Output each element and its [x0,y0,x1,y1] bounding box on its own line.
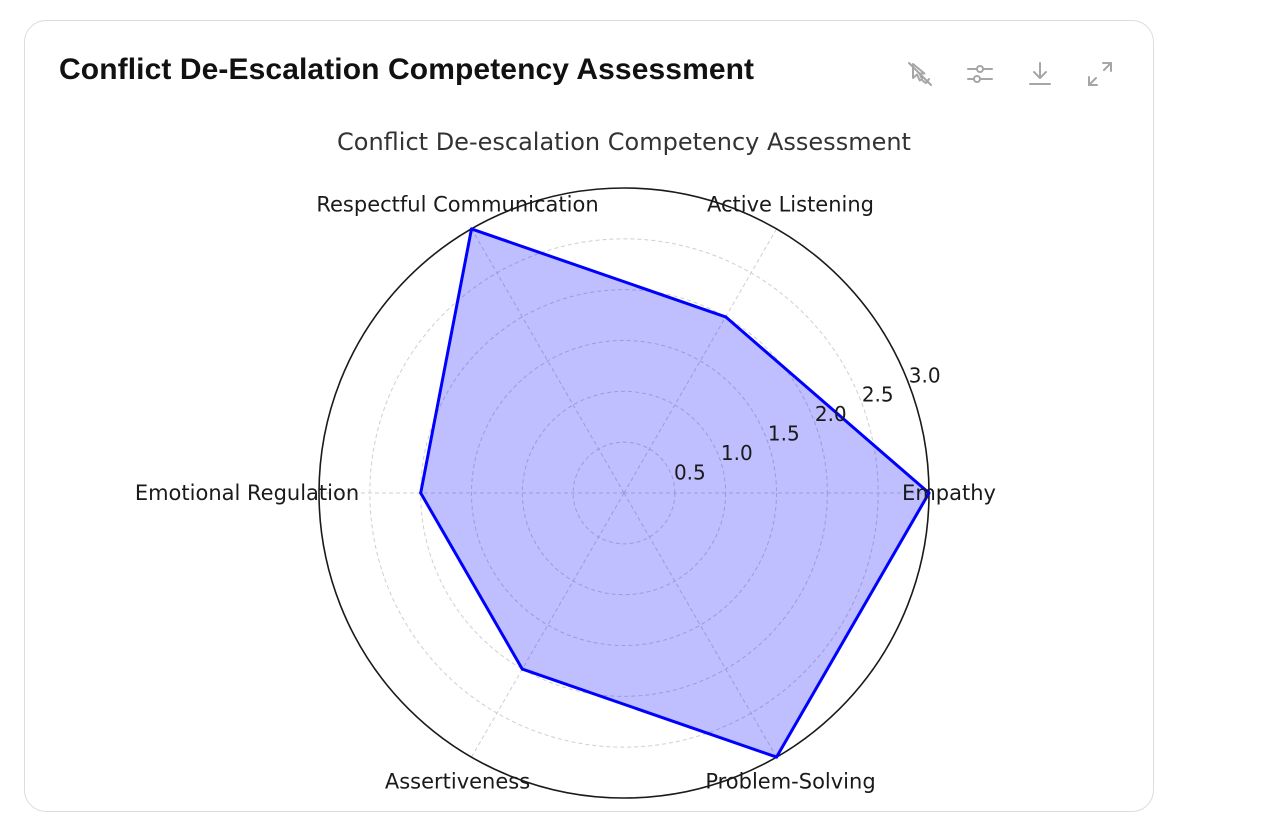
settings-button[interactable] [961,55,999,93]
grid-spoke [471,228,625,494]
data-point [927,491,931,495]
pan-off-button[interactable] [901,55,939,93]
data-point [520,667,524,671]
r-tick-label: 3.0 [909,363,941,387]
category-label: Active Listening [707,193,874,217]
category-label: Emotional Regulation [135,481,359,505]
series-area [420,228,929,758]
grid-spoke [623,228,777,494]
sliders-icon [967,65,993,83]
data-point [775,755,778,759]
r-tick-label: 2.5 [862,383,894,407]
chart-toolbar [901,55,1119,93]
download-button[interactable] [1021,55,1059,93]
grid-spoke [471,492,625,758]
chart-title: Conflict De-escalation Competency Assess… [337,128,911,156]
category-label: Empathy [902,481,996,505]
category-label: Problem-Solving [705,769,875,793]
r-tick-label: 1.5 [768,422,800,446]
r-tick-label: 0.5 [674,461,706,485]
r-tick-label: 2.0 [815,402,847,426]
pan-off-icon [908,62,932,86]
data-point [724,315,728,319]
data-point [470,227,473,231]
grid-circle [471,340,777,646]
category-label: Assertiveness [385,769,530,793]
category-label: Respectful Communication [316,193,598,217]
card-title: Conflict De-Escalation Competency Assess… [59,53,755,86]
download-icon [1029,62,1051,85]
r-tick-label: 1.0 [721,441,753,465]
grid-spoke [623,492,777,758]
data-point [419,491,423,495]
chart-card: Conflict De-Escalation Competency Assess… [24,20,1154,812]
expand-icon [1088,62,1112,86]
fullscreen-button[interactable] [1081,55,1119,93]
